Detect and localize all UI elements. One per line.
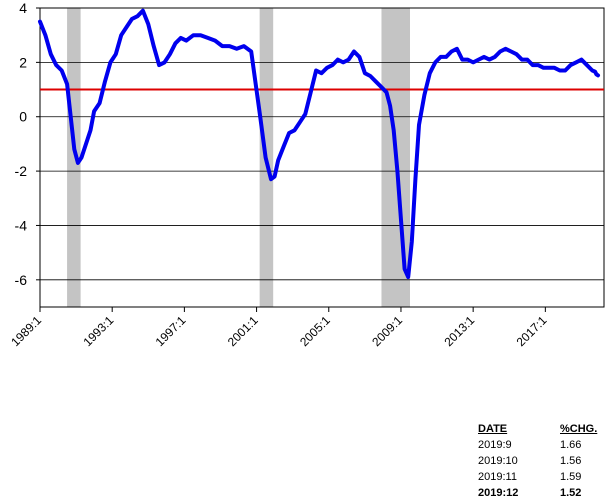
line-chart: 4 2 0 -2 -4 -6 1989:1 1993:1 1997:1 2001:1 2005:1… [8,0,605,349]
data-table: DATE %CHG. 2019:9 1.66 2019:10 1.56 2019… [478,421,610,501]
x-axis: 1989:1 1993:1 1997:1 2001:1 2005:1 2009:1 2013… [8,307,550,349]
table-row: 2019:9 1.66 [478,437,610,453]
table-header-row: DATE %CHG. [478,421,610,437]
y-axis: 4 2 0 -2 -4 -6 [15,0,40,288]
y-tick-label: 4 [19,0,27,16]
x-tick-label: 2001:1 [225,313,261,349]
grid-lines [40,61,604,281]
chg-column-header: %CHG. [560,423,598,435]
chg-cell: 1.66 [560,439,582,451]
date-column-header: DATE [478,423,508,435]
chg-cell: 1.52 [560,487,582,499]
recession-bands [67,8,410,307]
chg-cell: 1.56 [560,455,582,467]
x-tick-label: 2017:1 [514,313,550,349]
table-row: 2019:10 1.56 [478,453,610,469]
date-cell: 2019:10 [478,455,518,467]
table-row: 2019:11 1.59 [478,469,610,485]
x-tick-label: 2005:1 [297,313,333,349]
chg-cell: 1.59 [560,471,582,483]
table-row-latest: 2019:12 1.52 [478,485,610,501]
y-tick-label: 2 [19,54,27,70]
y-tick-label: -6 [15,272,28,288]
date-cell: 2019:11 [478,471,517,483]
series-line [38,8,600,280]
recession-band [67,8,81,307]
x-tick-label: 1989:1 [8,313,44,349]
y-tick-label: -2 [15,163,28,179]
date-cell: 2019:12 [478,487,519,499]
date-cell: 2019:9 [478,439,512,451]
y-tick-label: -4 [15,217,28,233]
x-tick-label: 1993:1 [80,313,116,349]
y-tick-label: 0 [19,109,27,125]
plot-area-frame [39,7,605,308]
x-tick-label: 2009:1 [369,313,405,349]
x-tick-label: 1997:1 [153,313,189,349]
x-tick-label: 2013:1 [441,313,477,349]
